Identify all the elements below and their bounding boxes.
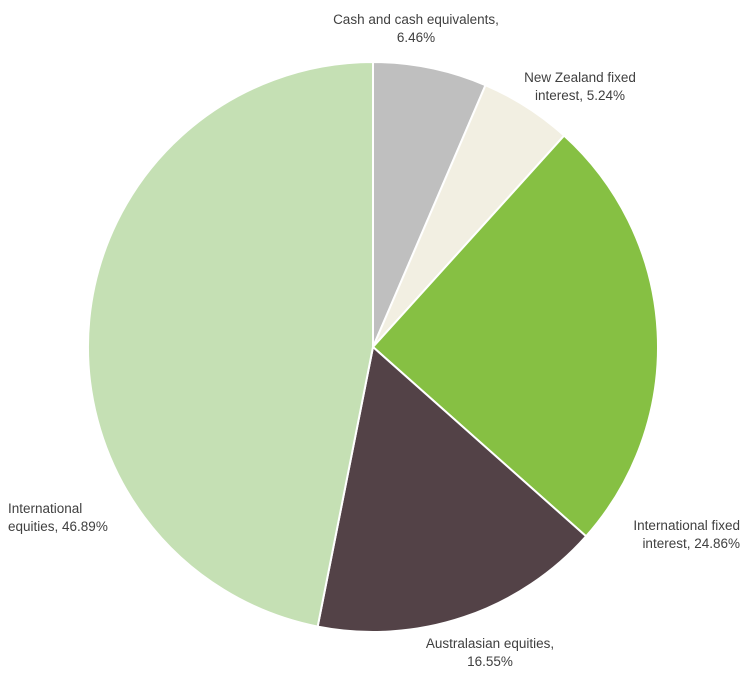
slice-australasian-equities — [316, 346, 588, 633]
pie-slices — [86, 61, 659, 633]
label-line: interest, 5.24% — [534, 88, 626, 103]
label-cash-and-cash-equivalents: Cash and cash equivalents, 6.46% — [316, 11, 516, 47]
label-line: Cash and cash equivalents, — [333, 12, 499, 27]
label-line: 16.55% — [467, 654, 513, 669]
label-line: New Zealand fixed — [524, 70, 636, 85]
label-australasian-equities: Australasian equities, 16.55% — [390, 635, 590, 671]
label-line: Australasian equities, — [425, 636, 555, 651]
label-new-zealand-fixed-interest: New Zealand fixed interest, 5.24% — [500, 69, 660, 105]
label-international-equities: International equities, 46.89% — [8, 500, 188, 536]
label-line: International fixed — [633, 518, 740, 533]
label-international-fixed-interest: International fixed interest, 24.86% — [560, 517, 740, 553]
slice-international-equities — [86, 61, 374, 628]
label-line: International — [8, 501, 83, 516]
slice-cash-and-cash-equivalents — [372, 61, 487, 348]
label-line: equities, 46.89% — [8, 519, 108, 534]
label-line: interest, 24.86% — [642, 536, 740, 551]
label-line: 6.46% — [396, 30, 436, 45]
slice-international-fixed-interest — [372, 134, 659, 538]
